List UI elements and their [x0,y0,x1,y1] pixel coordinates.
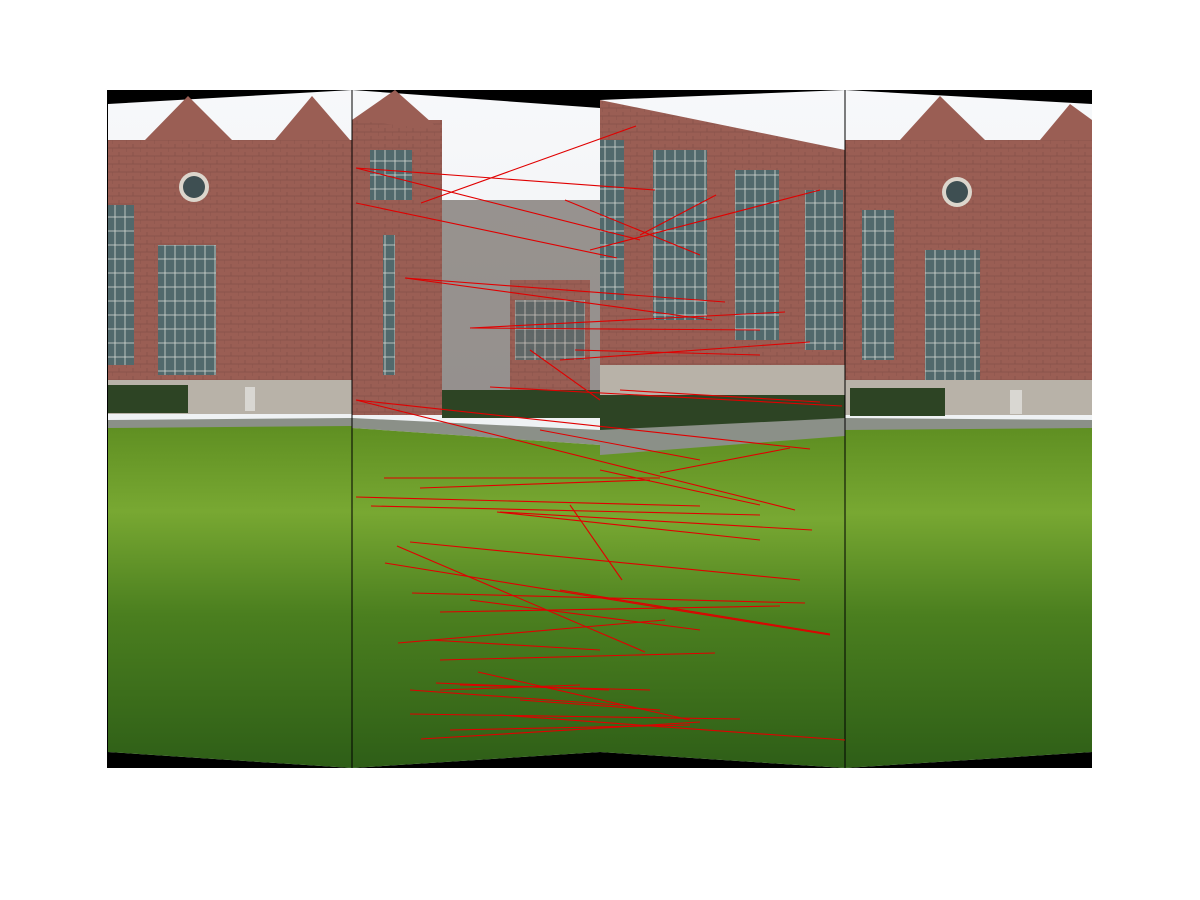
panel-4-image [845,90,1092,768]
match-line [459,684,651,691]
feature-match-lines [355,125,846,741]
match-line [409,541,801,581]
match-line [420,125,637,204]
match-line [659,447,791,474]
panel-1-image [108,90,352,768]
match-line [404,277,726,303]
match-line [619,389,821,403]
match-line [449,724,691,731]
match-line [489,386,843,407]
match-line [499,511,813,531]
match-line [404,277,713,321]
match-line [355,202,618,259]
match-line [370,505,761,516]
match-line [471,327,761,331]
match-line [397,619,666,644]
match-line [564,199,701,256]
match-line [574,349,761,356]
match-line [355,496,701,507]
match-line [559,341,811,361]
match-line [355,399,811,450]
match-line [469,311,786,329]
match-line [419,479,651,489]
match-line [396,545,646,653]
match-line [477,671,691,721]
match-line [355,399,796,511]
match-line [429,639,601,651]
match-line [439,684,581,691]
match-line [409,689,621,706]
match-line [409,713,741,720]
match-line [589,189,821,251]
match-line [496,511,761,541]
match-line [559,589,831,635]
match-line [439,652,716,661]
match-line [469,599,701,631]
match-line [384,562,831,636]
match-line [599,469,761,506]
match-line [499,714,846,741]
match-line [355,167,656,191]
match-line [639,194,717,236]
match-line [420,721,701,740]
match-line [355,167,641,241]
panel-3-image [600,90,845,768]
match-line [519,699,661,711]
match-line [439,605,781,613]
match-line [529,349,601,401]
match-line [569,504,623,581]
panel-2-image [352,90,600,768]
match-line [539,429,701,461]
